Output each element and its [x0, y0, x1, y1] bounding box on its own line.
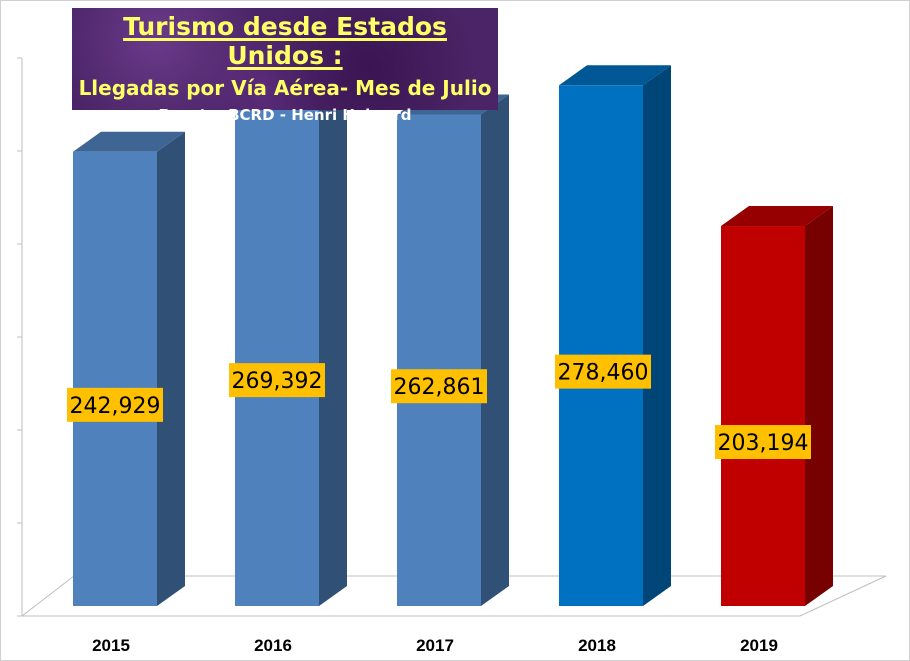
x-tick-label: 2019: [740, 636, 778, 655]
x-tick-labels: 2015 2016 2017 2018 2019: [92, 636, 778, 655]
data-label-text: 278,460: [558, 361, 649, 386]
bar-side-face: [805, 206, 833, 606]
bar-front-face: [73, 151, 157, 606]
bar-top-face: [73, 131, 185, 152]
bar-2016: [235, 82, 347, 607]
data-label-box: [715, 425, 811, 460]
data-label-2017: 262,861: [391, 369, 487, 404]
chart-title-box: Turismo desde Estados Unidos : Llegadas …: [72, 8, 498, 124]
bar-series: [73, 65, 833, 607]
data-label-text: 262,861: [394, 375, 485, 400]
data-label-2019: 203,194: [715, 425, 811, 460]
data-label-box: [555, 354, 651, 389]
bar-front-face: [397, 114, 481, 607]
x-tick-label: 2016: [254, 636, 292, 655]
data-label-box: [391, 369, 487, 404]
bar-top-face: [721, 206, 833, 227]
bar-2017: [397, 94, 509, 607]
bar-side-face: [157, 131, 185, 606]
data-label-2015: 242,929: [67, 387, 163, 422]
bar-2018: [559, 65, 671, 607]
bar-2015: [73, 131, 185, 606]
data-label-text: 269,392: [232, 369, 323, 394]
bar-2019: [721, 206, 833, 606]
x-tick-label: 2018: [578, 636, 616, 655]
x-tick-label: 2017: [416, 636, 454, 655]
data-label-box: [67, 387, 163, 422]
data-label-2018: 278,460: [555, 354, 651, 389]
data-labels: 242,929 269,392 262,861 278,460 203,194: [67, 354, 811, 460]
x-tick-label: 2015: [92, 636, 130, 655]
bar-front-face: [235, 102, 319, 606]
data-label-text: 242,929: [70, 394, 161, 419]
bar-top-face: [559, 65, 671, 86]
chart-source: Fuente: BCRD - Henri Hebrard: [158, 106, 412, 124]
chart-title: Turismo desde Estados Unidos :: [123, 12, 447, 70]
bar-side-face: [319, 82, 347, 607]
bar-side-face: [481, 94, 509, 607]
chart-subtitle: Llegadas por Vía Aérea- Mes de Julio: [78, 76, 492, 100]
data-label-2016: 269,392: [229, 363, 325, 398]
data-label-box: [229, 363, 325, 398]
data-label-text: 203,194: [718, 431, 809, 456]
bar-front-face: [721, 226, 805, 606]
bar-side-face: [643, 65, 671, 607]
bar-front-face: [559, 85, 643, 607]
